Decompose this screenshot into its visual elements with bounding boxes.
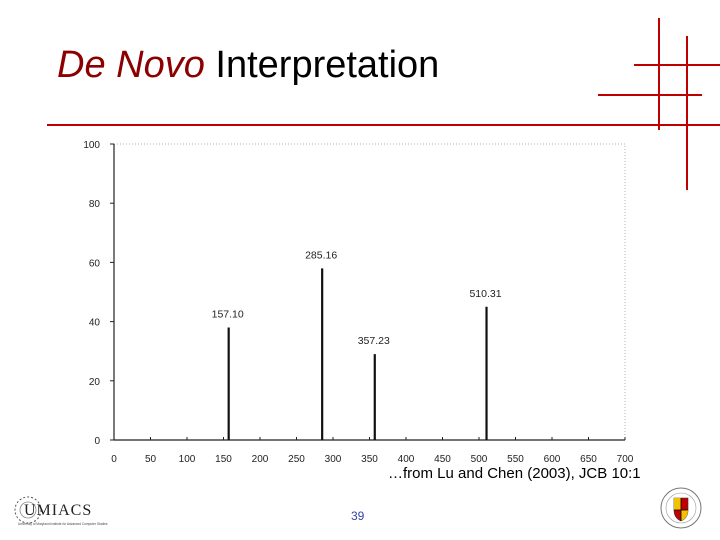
x-tick-label: 650 [580,454,597,465]
y-tick-label: 80 [89,199,101,210]
umiacs-logo-subtext: University of Maryland Institute for Adv… [18,522,108,526]
mass-spectrum-chart: 0 50 100 150 200 250 300 350 400 450 500 550 600 650 7… [60,130,660,470]
y-tick-label: 20 [89,377,101,388]
decor-line-h3 [648,124,720,126]
x-tick-label: 500 [471,454,488,465]
x-tick-label: 0 [111,454,117,465]
citation-text: …from Lu and Chen (2003), JCB 10:1 [388,465,641,482]
x-tick-label: 350 [361,454,378,465]
x-tick-label: 550 [507,454,524,465]
y-tick-label: 100 [83,140,100,151]
x-tick-label: 600 [544,454,561,465]
title-italic-part: De Novo [57,44,205,86]
title-underline [47,124,657,126]
x-tick-label: 150 [215,454,232,465]
umiacs-logo-text: UMIACS [24,502,92,519]
umiacs-logo: UMIACS University of Maryland Institute … [14,496,108,526]
y-tick-label: 40 [89,318,101,329]
decor-line-v2 [686,36,688,190]
x-tick-label: 300 [325,454,342,465]
x-tick-label: 450 [434,454,451,465]
peak-label: 510.31 [469,288,501,300]
x-tick-label: 400 [398,454,415,465]
plot-frame [113,143,626,441]
peak-label: 285.16 [305,249,337,261]
decor-line-h2 [598,94,702,96]
decor-line-v1 [658,18,660,130]
y-tick-label: 60 [89,258,101,269]
x-tick-label: 200 [252,454,269,465]
x-tick-label: 50 [145,454,157,465]
mass-spectrum-svg: 0 50 100 150 200 250 300 350 400 450 500 550 600 650 7… [83,140,634,465]
peak-label: 357.23 [358,335,390,347]
x-tick-label: 700 [617,454,634,465]
decor-line-h1 [634,64,720,66]
page-number: 39 [351,509,365,523]
title-rest-part: Interpretation [204,44,440,86]
x-tick-label: 250 [288,454,305,465]
y-tick-label: 0 [94,436,100,447]
peak-label: 157.10 [212,309,244,321]
x-tick-label: 100 [179,454,196,465]
umd-seal-logo [660,487,702,529]
page-title: De Novo Interpretation [57,44,439,87]
